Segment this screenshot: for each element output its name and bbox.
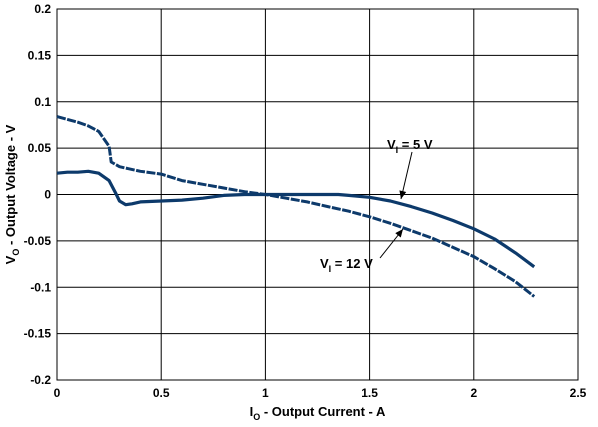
- y-tick-label: 0.15: [28, 48, 52, 62]
- x-tick-label: 2: [470, 386, 477, 400]
- series-line-vi-12v: [56, 115, 536, 298]
- y-tick-label: -0.2: [30, 373, 51, 387]
- x-axis-title-rest: - Output Current - A: [260, 404, 386, 419]
- y-tick-label: -0.05: [24, 234, 52, 248]
- annotation-arrow-head: [395, 229, 403, 238]
- x-tick-label: 0: [54, 386, 61, 400]
- annotation-arrows: [379, 151, 413, 259]
- x-axis-title: IO - Output Current - A: [250, 404, 386, 422]
- y-tick-label: -0.1: [30, 280, 51, 294]
- y-axis-title: VO - Output Voltage - V: [3, 124, 21, 264]
- y-axis-title-rest: - Output Voltage - V: [3, 124, 18, 248]
- plot-area-frame: [56, 8, 579, 381]
- annotation-arrow-head: [399, 190, 407, 199]
- y-axis-title-main: V: [3, 255, 18, 264]
- annotation-vi-12v-subscript: I: [329, 264, 332, 274]
- annotation-arrow-line: [400, 151, 413, 200]
- y-tick-label: 0.2: [34, 2, 51, 16]
- annotation-vi-5v-main: V: [387, 137, 396, 152]
- x-tick-labels: 0 0.5 1 1.5 2 2.5: [54, 386, 587, 400]
- series-layer: [56, 115, 536, 298]
- annotation-vi-12v-rest: = 12 V: [331, 256, 373, 271]
- annotation-vi-12v: VI = 12 V: [320, 256, 373, 274]
- annotation-vi-5v-subscript: I: [396, 145, 399, 155]
- x-tick-label: 2.5: [570, 386, 587, 400]
- x-tick-label: 1.5: [361, 386, 378, 400]
- x-tick-label: 1: [262, 386, 269, 400]
- x-axis-title-subscript: O: [253, 412, 260, 422]
- y-tick-label: 0.1: [34, 95, 51, 109]
- y-tick-label: 0.05: [28, 141, 52, 155]
- y-axis-title-subscript: O: [11, 249, 21, 256]
- annotation-vi-12v-main: V: [320, 256, 329, 271]
- y-tick-label: -0.15: [24, 327, 52, 341]
- series-line-vi-5v: [56, 169, 536, 269]
- x-tick-label: 0.5: [153, 386, 170, 400]
- x-axis-title-main: I: [250, 404, 254, 419]
- annotation-vi-5v: VI = 5 V: [387, 137, 433, 155]
- annotation-vi-5v-rest: = 5 V: [398, 137, 433, 152]
- y-tick-label: 0: [44, 188, 51, 202]
- y-tick-labels: 0.2 0.15 0.1 0.05 0 -0.05 -0.1 -0.15 -0.2: [24, 2, 52, 387]
